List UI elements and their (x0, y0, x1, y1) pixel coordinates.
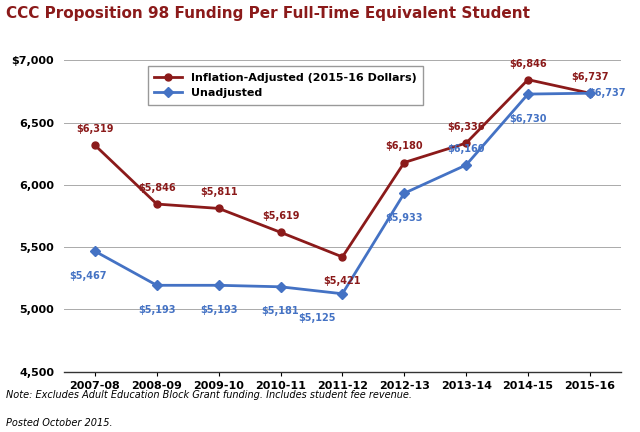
Text: $5,181: $5,181 (262, 306, 300, 316)
Text: $5,811: $5,811 (200, 187, 237, 197)
Inflation-Adjusted (2015-16 Dollars) (462, 140, 470, 146)
Text: $5,467: $5,467 (69, 271, 107, 281)
Inflation-Adjusted (2015-16 Dollars) (215, 206, 223, 211)
Text: $5,846: $5,846 (138, 183, 175, 193)
Text: $6,160: $6,160 (447, 144, 485, 154)
Inflation-Adjusted (2015-16 Dollars) (339, 254, 346, 260)
Inflation-Adjusted (2015-16 Dollars) (91, 143, 99, 148)
Unadjusted (215, 283, 223, 288)
Line: Inflation-Adjusted (2015-16 Dollars): Inflation-Adjusted (2015-16 Dollars) (92, 76, 593, 260)
Inflation-Adjusted (2015-16 Dollars) (401, 160, 408, 165)
Text: Note: Excludes Adult Education Block Grant funding. Includes student fee revenue: Note: Excludes Adult Education Block Gra… (6, 390, 412, 400)
Text: $5,125: $5,125 (299, 313, 336, 323)
Text: $6,737: $6,737 (571, 72, 609, 82)
Text: $6,846: $6,846 (509, 58, 547, 69)
Unadjusted (153, 283, 161, 288)
Unadjusted (462, 162, 470, 168)
Unadjusted (276, 284, 284, 289)
Text: $6,336: $6,336 (447, 122, 485, 132)
Inflation-Adjusted (2015-16 Dollars) (153, 201, 161, 206)
Text: $5,421: $5,421 (324, 276, 361, 286)
Unadjusted (586, 91, 594, 96)
Inflation-Adjusted (2015-16 Dollars) (586, 91, 594, 96)
Text: $5,619: $5,619 (262, 211, 300, 221)
Unadjusted (339, 291, 346, 296)
Line: Unadjusted: Unadjusted (92, 90, 593, 297)
Legend: Inflation-Adjusted (2015-16 Dollars), Unadjusted: Inflation-Adjusted (2015-16 Dollars), Un… (147, 66, 423, 105)
Text: $6,180: $6,180 (385, 141, 423, 151)
Inflation-Adjusted (2015-16 Dollars) (524, 77, 532, 82)
Text: $6,730: $6,730 (509, 114, 547, 124)
Text: $5,193: $5,193 (138, 305, 175, 315)
Text: Posted October 2015.: Posted October 2015. (6, 418, 113, 428)
Unadjusted (401, 191, 408, 196)
Unadjusted (524, 92, 532, 97)
Text: $5,193: $5,193 (200, 305, 237, 315)
Text: $6,737: $6,737 (588, 88, 625, 98)
Text: $6,319: $6,319 (76, 124, 114, 134)
Unadjusted (91, 249, 99, 254)
Text: CCC Proposition 98 Funding Per Full-Time Equivalent Student: CCC Proposition 98 Funding Per Full-Time… (6, 6, 531, 22)
Inflation-Adjusted (2015-16 Dollars) (276, 230, 284, 235)
Text: $5,933: $5,933 (385, 213, 423, 222)
